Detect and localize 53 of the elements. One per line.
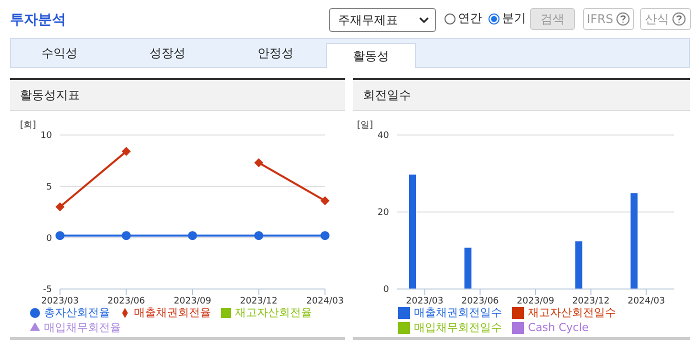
x-tick-label: 2023/03 (406, 296, 444, 306)
x-tick-label: 2023/12 (572, 296, 610, 306)
text: 성장성 (148, 44, 186, 62)
x-tick-label: 2024/03 (306, 296, 344, 306)
y-tick-label: 40 (378, 131, 390, 142)
bar (464, 248, 472, 289)
x-tick-label: 2024/03 (628, 296, 665, 306)
point (56, 202, 64, 212)
y-tick-label: 0 (383, 285, 390, 296)
text: 연간 (457, 10, 482, 27)
legend-label: 매입채무회전율 (44, 321, 121, 334)
text: 검색 (530, 8, 575, 30)
legend-label: 매출채권회전일수 (414, 306, 502, 319)
legend-label: 재고자산회전일수 (528, 306, 616, 319)
text: 주재무제표 (329, 8, 436, 32)
legend-label: 재고자산회전율 (235, 306, 312, 319)
point (320, 231, 330, 240)
x-tick-label: 2023/03 (41, 296, 79, 306)
chart-title: 활동성지표 (10, 80, 345, 111)
bar (409, 174, 416, 289)
x-tick-label: 2023/06 (108, 296, 146, 306)
y-tick-label: 20 (378, 208, 390, 218)
point (254, 231, 264, 240)
point (122, 231, 131, 240)
y-tick-label: 0 (46, 234, 52, 244)
y-tick-label: -5 (43, 285, 52, 296)
legend-label: 총자산회전율 (44, 306, 110, 319)
bar (630, 193, 638, 289)
y-tick-label: 10 (40, 131, 52, 142)
y-axis-title: [회] (20, 120, 36, 130)
point (254, 158, 264, 168)
point (122, 146, 131, 156)
point (188, 231, 197, 240)
y-axis-title: [일] (357, 120, 374, 130)
legend-label: Cash Cycle (528, 321, 589, 334)
y-tick-label: 5 (46, 182, 52, 193)
text: 산식 (640, 8, 691, 30)
text: 분기 (501, 10, 526, 27)
text: 투자분석 (10, 11, 66, 29)
text: 활동성 (326, 43, 416, 68)
point (320, 196, 330, 206)
x-tick-label: 2023/06 (461, 296, 500, 306)
bar (575, 241, 582, 289)
x-tick-label: 2023/12 (240, 296, 278, 306)
text: 안정성 (256, 44, 294, 62)
x-tick-label: 2023/09 (516, 296, 554, 306)
point (56, 231, 64, 240)
legend-label: 매입채무회전일수 (414, 321, 502, 334)
x-tick-label: 2023/09 (174, 296, 212, 306)
chart-title: 회전일수 (353, 80, 690, 111)
text: 수익성 (40, 44, 78, 62)
legend-label: 매출채권회전율 (134, 306, 211, 319)
text: IFRS (583, 8, 634, 30)
